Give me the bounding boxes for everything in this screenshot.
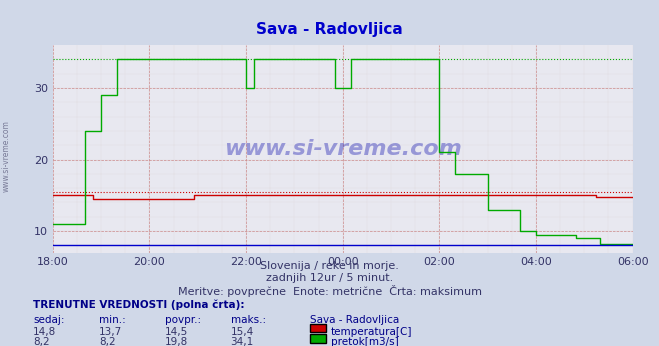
Text: maks.:: maks.: bbox=[231, 315, 266, 325]
Text: Sava - Radovljica: Sava - Radovljica bbox=[310, 315, 399, 325]
Text: 34,1: 34,1 bbox=[231, 337, 254, 346]
Text: Meritve: povprečne  Enote: metrične  Črta: maksimum: Meritve: povprečne Enote: metrične Črta:… bbox=[177, 285, 482, 298]
Text: 14,5: 14,5 bbox=[165, 327, 188, 337]
Text: 13,7: 13,7 bbox=[99, 327, 122, 337]
Text: zadnjih 12ur / 5 minut.: zadnjih 12ur / 5 minut. bbox=[266, 273, 393, 283]
Text: 19,8: 19,8 bbox=[165, 337, 188, 346]
Text: TRENUTNE VREDNOSTI (polna črta):: TRENUTNE VREDNOSTI (polna črta): bbox=[33, 299, 244, 310]
Text: Sava - Radovljica: Sava - Radovljica bbox=[256, 22, 403, 37]
Text: pretok[m3/s]: pretok[m3/s] bbox=[331, 337, 399, 346]
Text: povpr.:: povpr.: bbox=[165, 315, 201, 325]
Text: 14,8: 14,8 bbox=[33, 327, 56, 337]
Text: www.si-vreme.com: www.si-vreme.com bbox=[2, 120, 11, 192]
Text: temperatura[C]: temperatura[C] bbox=[331, 327, 413, 337]
Text: 8,2: 8,2 bbox=[99, 337, 115, 346]
Text: 8,2: 8,2 bbox=[33, 337, 49, 346]
Text: sedaj:: sedaj: bbox=[33, 315, 65, 325]
Text: Slovenija / reke in morje.: Slovenija / reke in morje. bbox=[260, 261, 399, 271]
Text: www.si-vreme.com: www.si-vreme.com bbox=[224, 139, 461, 159]
Text: min.:: min.: bbox=[99, 315, 126, 325]
Text: 15,4: 15,4 bbox=[231, 327, 254, 337]
